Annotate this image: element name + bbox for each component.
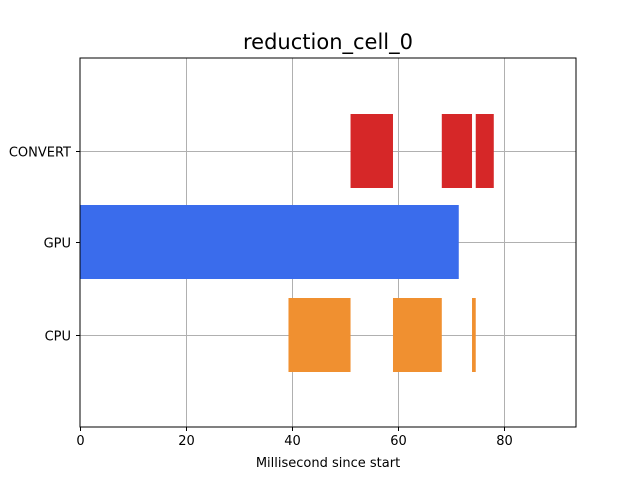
x-axis-label: Millisecond since start [256, 456, 400, 471]
bar-segment-convert [441, 114, 473, 188]
x-tick-label: 0 [76, 434, 84, 449]
x-tick-label: 60 [390, 434, 407, 449]
bar-segment-convert [475, 114, 494, 188]
x-tick-label: 20 [178, 434, 195, 449]
y-tick-label: GPU [44, 237, 71, 252]
y-tick-label: CONVERT [9, 146, 71, 161]
y-tick-label: CPU [45, 330, 71, 345]
ticks: 0 20 40 60 80 CPU GPU CONVERT [9, 146, 513, 450]
x-tick-label: 80 [496, 434, 513, 449]
bar-segment-cpu [392, 298, 442, 372]
bar-segment-cpu [288, 298, 351, 372]
bar-segment-convert [350, 114, 393, 188]
chart-title: reduction_cell_0 [243, 30, 413, 55]
bars [80, 114, 494, 372]
x-tick-label: 40 [284, 434, 301, 449]
bar-segment-cpu [472, 298, 476, 372]
bar-segment-gpu [80, 205, 459, 279]
